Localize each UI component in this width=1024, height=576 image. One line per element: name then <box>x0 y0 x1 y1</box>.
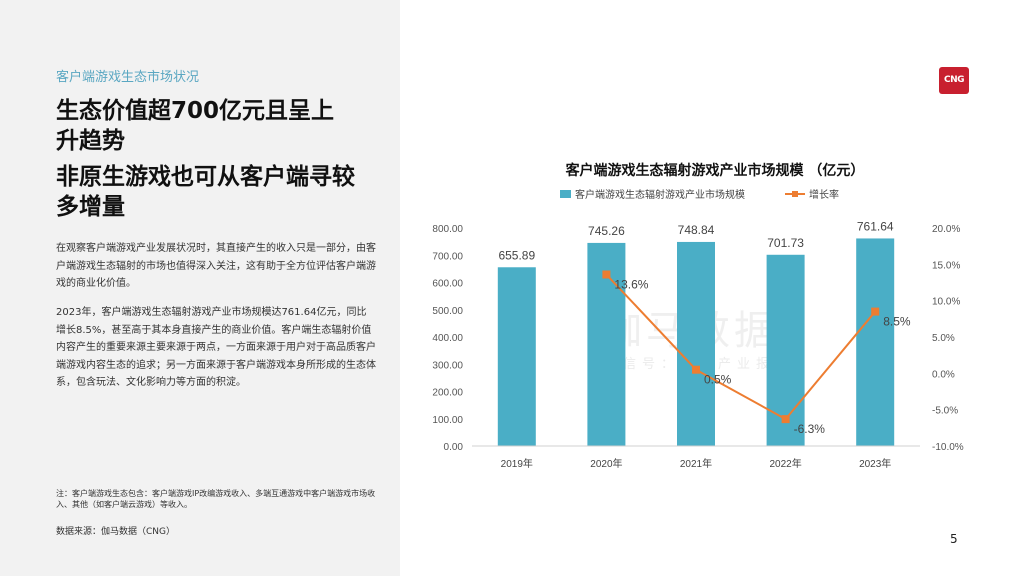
x-axis-tick-label: 2019年 <box>501 457 533 470</box>
legend-line-label: 增长率 <box>809 188 839 201</box>
headline-secondary: 非原生游戏也可从客户端寻较多增量 <box>56 164 355 220</box>
cng-logo: CNG <box>939 67 969 94</box>
growth-rate-label: 0.5% <box>704 373 732 387</box>
left-axis-tick-label: 300.00 <box>432 360 463 371</box>
growth-rate-label: 8.5% <box>883 315 911 329</box>
growth-rate-point <box>781 415 790 424</box>
legend-bar-label: 客户端游戏生态辐射游戏产业市场规模 <box>575 188 745 201</box>
bar <box>497 267 536 446</box>
legend-line-marker <box>792 191 798 197</box>
growth-rate-point <box>871 307 880 316</box>
growth-rate-line <box>605 273 876 421</box>
bar-value-label: 761.64 <box>857 219 894 233</box>
right-axis-tick-label: 0.0% <box>932 369 955 380</box>
bar <box>856 238 895 446</box>
left-axis-tick-label: 200.00 <box>432 388 463 399</box>
chart-title: 客户端游戏生态辐射游戏产业市场规模 （亿元） <box>565 163 865 179</box>
page-number: 5 <box>950 532 958 546</box>
right-axis-tick-label: -5.0% <box>932 406 958 417</box>
bar <box>677 241 715 446</box>
bar-value-label: 701.73 <box>767 236 804 250</box>
right-axis-tick-label: -10.0% <box>932 442 964 453</box>
left-axis-tick-label: 600.00 <box>432 279 463 290</box>
growth-rate-label: 13.6% <box>614 278 648 292</box>
paragraph-detail: 2023年，客户端游戏生态辐射游戏产业市场规模达761.64亿元，同比增长8.5… <box>56 307 376 388</box>
right-axis-tick-label: 15.0% <box>932 260 960 271</box>
left-axis-tick-label: 800.00 <box>432 224 463 235</box>
bar-value-label: 748.84 <box>678 223 715 237</box>
paragraph-intro: 在观察客户端游戏产业发展状况时，其直接产生的收入只是一部分，由客户端游戏生态辐射… <box>56 243 376 289</box>
headline-primary: 生态价值超700亿元且呈上升趋势 <box>56 98 335 154</box>
data-source: 数据来源：伽马数据（CNG） <box>56 527 175 537</box>
growth-rate-label: -6.3% <box>794 422 826 436</box>
bar <box>766 254 805 446</box>
right-axis-tick-label: 5.0% <box>932 333 955 344</box>
legend-bar-swatch <box>560 190 571 198</box>
x-axis-tick-label: 2022年 <box>769 457 801 470</box>
left-axis-tick-label: 700.00 <box>432 251 463 262</box>
left-axis-tick-label: 100.00 <box>432 415 463 426</box>
section-tag: 客户端游戏生态市场状况 <box>56 70 200 85</box>
bar-value-label: 655.89 <box>498 248 535 262</box>
footnote: 注：客户端游戏生态包含：客户端游戏IP改编游戏收入、多端互通游戏中客户端游戏市场… <box>56 489 376 509</box>
growth-rate-point <box>692 365 700 374</box>
x-axis-tick-label: 2021年 <box>680 457 712 470</box>
x-axis-tick-label: 2023年 <box>859 457 891 470</box>
left-axis-tick-label: 0.00 <box>444 442 464 453</box>
right-axis-tick-label: 20.0% <box>932 224 960 235</box>
left-panel: 客户端游戏生态市场状况 生态价值超700亿元且呈上升趋势 非原生游戏也可从客户端… <box>0 0 400 576</box>
growth-rate-point <box>602 270 611 279</box>
x-axis-tick-label: 2020年 <box>590 457 622 470</box>
bar-value-label: 745.26 <box>588 224 625 238</box>
left-axis-tick-label: 500.00 <box>432 306 463 317</box>
left-axis-tick-label: 400.00 <box>432 333 463 344</box>
right-axis-tick-label: 10.0% <box>932 297 960 308</box>
